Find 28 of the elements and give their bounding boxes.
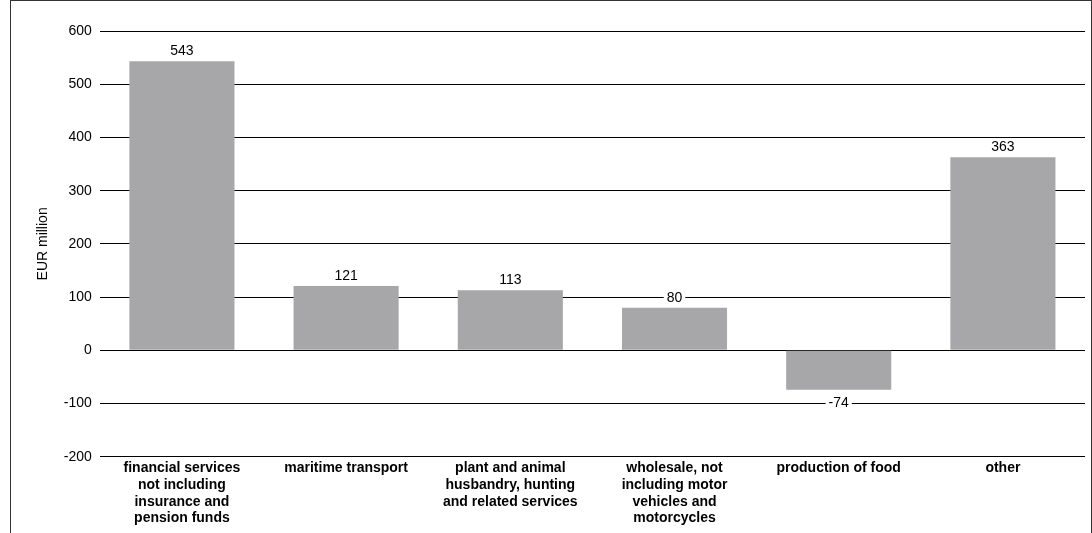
x-tick-label: maritime transport (284, 459, 409, 476)
y-tick-label: 400 (68, 128, 93, 145)
y-tick-label: 300 (68, 181, 93, 198)
x-tick-label: wholesale, not including motor vehicles and motorcycles (621, 459, 728, 526)
y-tick-label: 100 (68, 287, 93, 304)
y-tick-label: -200 (63, 447, 93, 464)
bar (129, 61, 235, 350)
data-label: 113 (499, 271, 522, 288)
bar (293, 285, 399, 350)
bar (457, 290, 563, 350)
data-label: -74 (828, 393, 850, 410)
y-tick-label: 600 (68, 21, 93, 38)
data-label: 363 (991, 138, 1015, 154)
y-tick-label: 500 (68, 75, 93, 92)
y-tick-label: -100 (63, 394, 93, 411)
x-tick-label: plant and animal husbandry, hunting and related services (442, 459, 578, 509)
x-tick-label: production of food (776, 459, 901, 476)
bar (621, 307, 728, 350)
x-tick-label: other (985, 459, 1021, 476)
bar (786, 350, 892, 390)
y-tick-label: 200 (68, 234, 93, 251)
data-label: 543 (170, 42, 194, 59)
bar (950, 157, 1056, 350)
x-tick-label: financial services not including insurance and pension funds (123, 459, 241, 526)
data-label: 80 (666, 288, 683, 305)
y-tick-label: 0 (84, 341, 93, 358)
data-label: 121 (334, 266, 359, 283)
y-axis-title: EUR million (34, 207, 51, 281)
